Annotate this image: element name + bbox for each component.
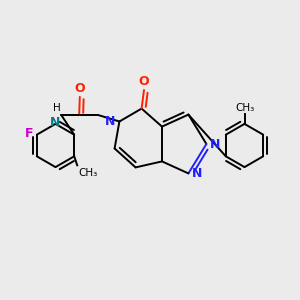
Text: H: H (53, 103, 61, 113)
Text: N: N (210, 137, 221, 151)
Text: CH₃: CH₃ (78, 168, 98, 178)
Text: N: N (105, 115, 116, 128)
Text: N: N (192, 167, 203, 180)
Text: N: N (50, 116, 61, 129)
Text: F: F (25, 127, 33, 140)
Text: CH₃: CH₃ (235, 103, 254, 113)
Text: O: O (139, 75, 149, 88)
Text: O: O (74, 82, 85, 94)
